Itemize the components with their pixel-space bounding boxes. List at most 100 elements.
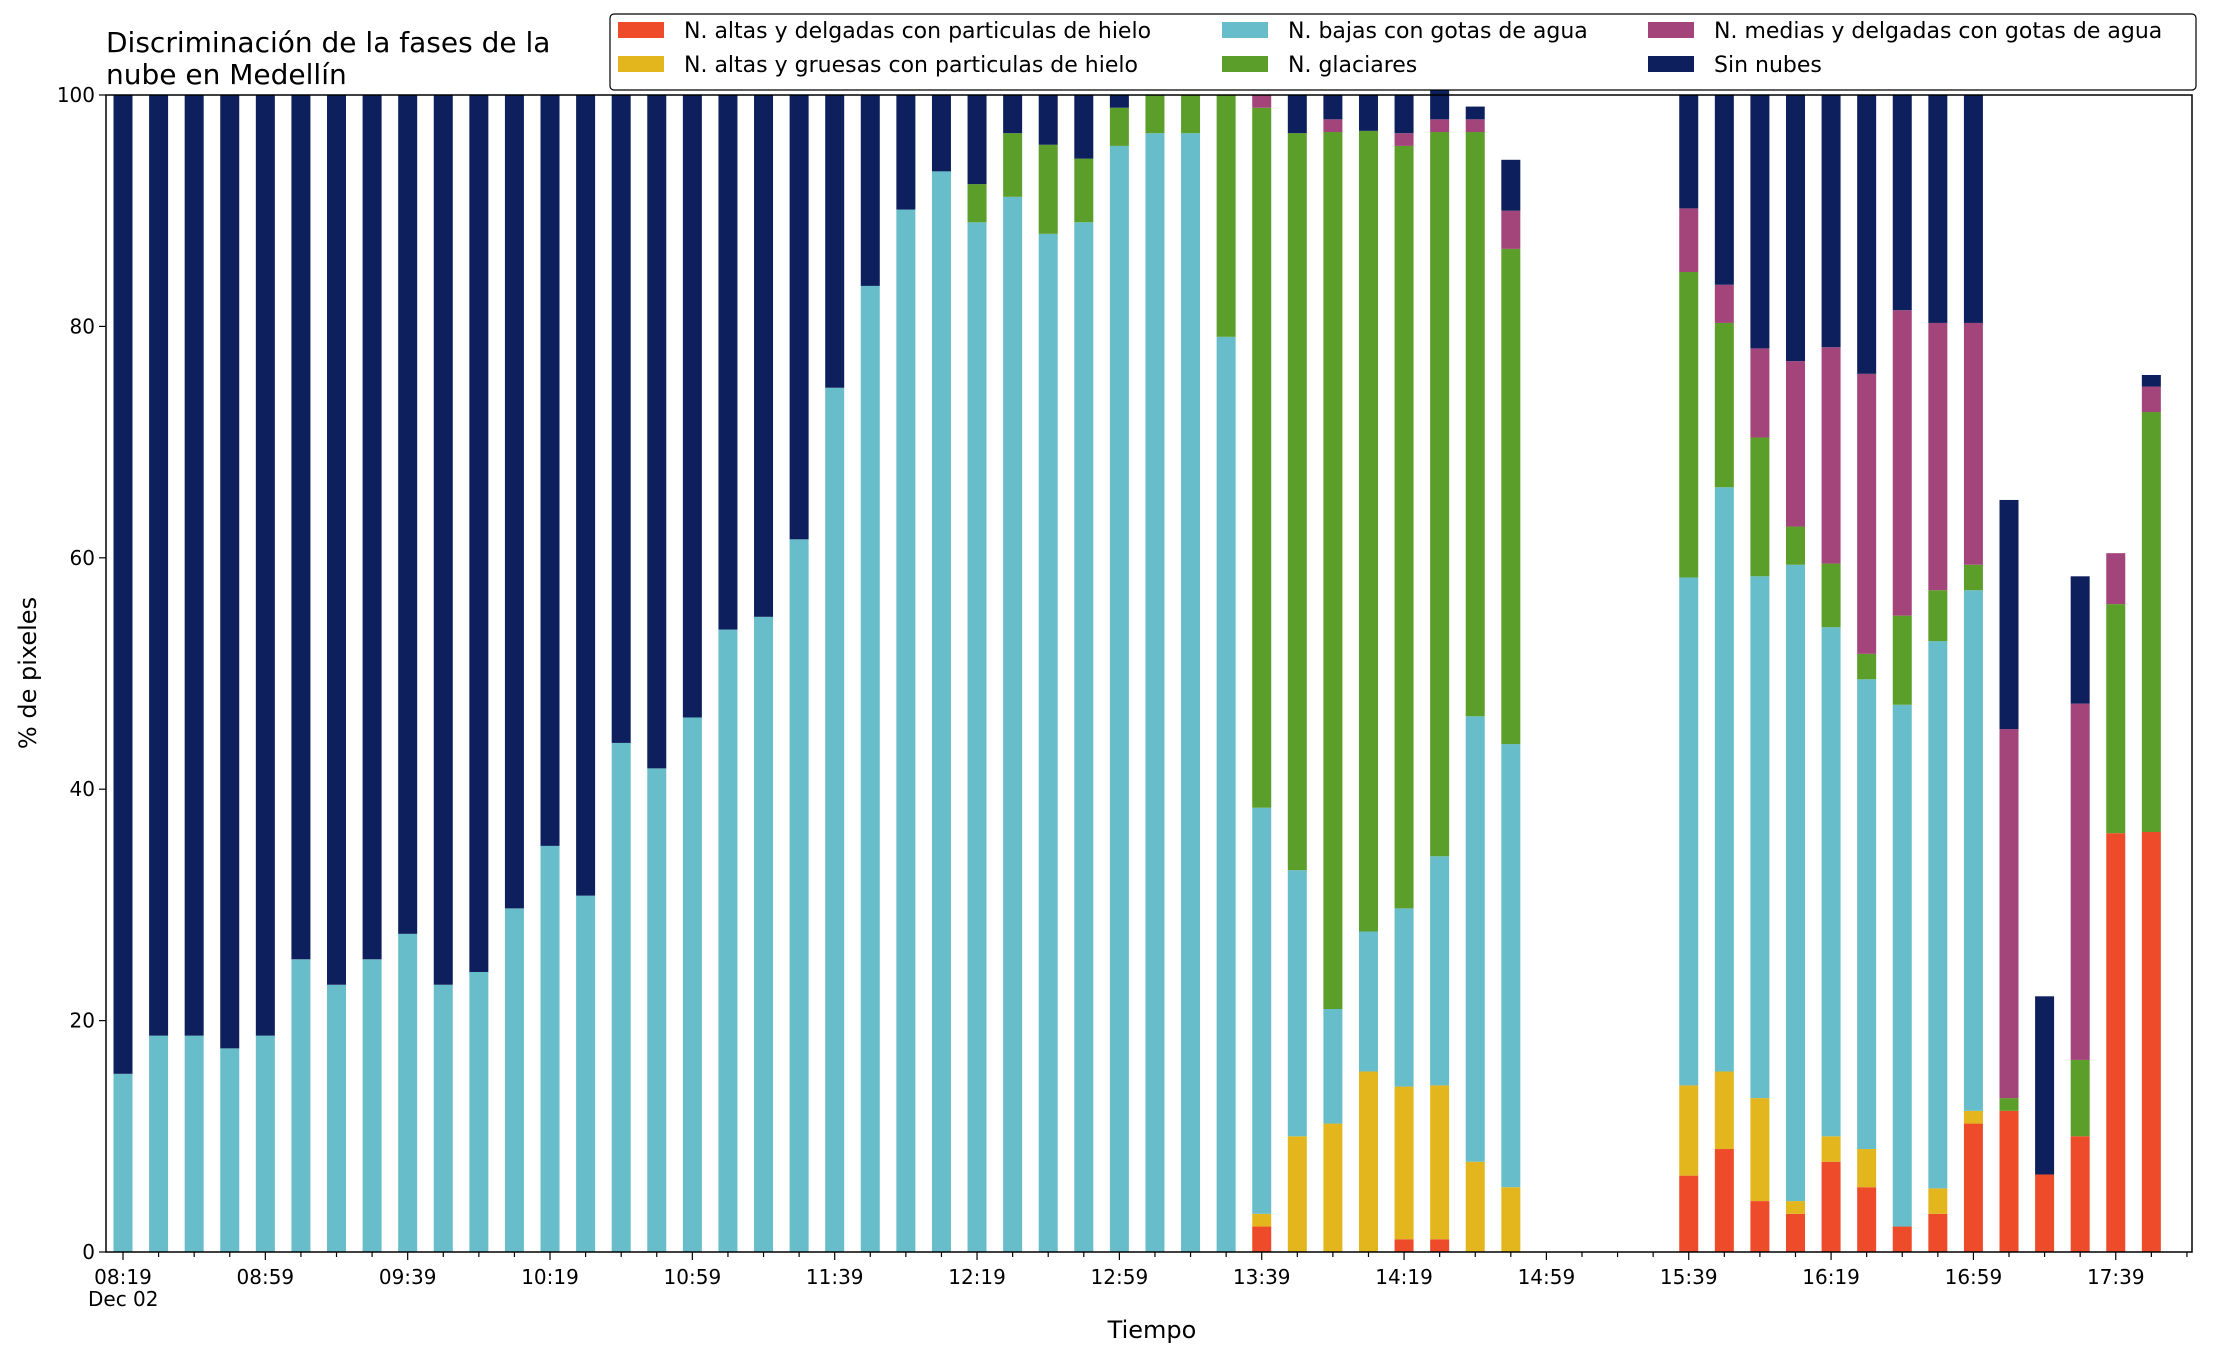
bar-segment-s5-54	[2035, 996, 2055, 1175]
bar-segment-s2-36	[1394, 908, 1414, 1087]
x-date-label: Dec 02	[88, 1287, 159, 1311]
bar-segment-s5-11	[504, 95, 524, 909]
bar-segment-s0-36	[1394, 1239, 1414, 1252]
bar-segment-s5-0	[113, 95, 133, 1074]
bar-segment-s1-35	[1358, 1071, 1378, 1252]
x-tick-label-1: 08:59	[237, 1265, 295, 1289]
y-tick-label-5: 100	[57, 83, 95, 107]
chart-title: Discriminación de la fases de la nube en…	[106, 26, 550, 91]
bar-segment-s5-36	[1394, 95, 1414, 134]
x-tick-label-13: 16:59	[1945, 1265, 2003, 1289]
y-tick-label-2: 40	[70, 777, 95, 801]
bar-segment-s0-52	[1963, 1123, 1983, 1252]
bar-segment-s4-56	[2106, 553, 2126, 605]
x-tick-label-2: 09:39	[379, 1265, 437, 1289]
legend-label-5: Sin nubes	[1714, 53, 1822, 78]
legend-label-0: N. altas y delgadas con particulas de hi…	[684, 19, 1151, 44]
bar-segment-s3-44	[1679, 272, 1699, 578]
x-tick-label-6: 12:19	[948, 1265, 1006, 1289]
bar-segment-s4-39	[1501, 210, 1521, 249]
bar-segment-s5-23	[931, 95, 951, 172]
bar-segment-s1-46	[1750, 1098, 1770, 1202]
y-axis: 0 20 40 60 80 100	[57, 83, 106, 1264]
bar-segment-s5-39	[1501, 159, 1521, 211]
bar-segment-s0-32	[1252, 1226, 1272, 1252]
bar-segment-s5-13	[576, 95, 596, 896]
legend-swatch-1	[618, 56, 664, 72]
bar-segment-s5-52	[1963, 95, 1983, 323]
bar-segment-s3-38	[1465, 132, 1485, 717]
bar-segment-s5-34	[1323, 95, 1343, 120]
bar-segment-s2-15	[647, 768, 667, 1252]
chart-title-line-1: Discriminación de la fases de la	[106, 26, 550, 59]
bar-segment-s0-45	[1714, 1149, 1734, 1252]
bar-segment-s2-24	[967, 222, 987, 1252]
bar-segment-s5-15	[647, 95, 667, 769]
bar-segment-s3-24	[967, 184, 987, 223]
bars	[113, 81, 2161, 1253]
bar-segment-s2-25	[1003, 196, 1023, 1252]
bar-segment-s2-49	[1857, 679, 1877, 1150]
x-tick-label-0: 08:19	[94, 1265, 152, 1289]
bar-segment-s4-48	[1821, 347, 1841, 564]
bar-segment-s5-38	[1465, 106, 1485, 120]
bar-segment-s4-51	[1928, 322, 1948, 591]
x-tick-label-8: 13:39	[1233, 1265, 1291, 1289]
bar-segment-s2-6	[327, 984, 347, 1252]
bar-segment-s4-32	[1252, 95, 1272, 108]
bar-segment-s1-47	[1786, 1201, 1805, 1214]
bar-segment-s5-53	[1999, 499, 2019, 730]
bar-segment-s2-5	[291, 959, 311, 1252]
bar-segment-s5-20	[825, 95, 845, 388]
bar-segment-s5-21	[860, 95, 880, 286]
bar-segment-s5-44	[1679, 95, 1699, 209]
bar-segment-s2-13	[576, 895, 596, 1252]
bar-segment-s2-20	[825, 387, 845, 1253]
bar-segment-s5-8	[398, 95, 418, 934]
bar-segment-s1-49	[1857, 1149, 1877, 1188]
bar-segment-s4-47	[1786, 361, 1805, 527]
bar-segment-s1-45	[1714, 1071, 1734, 1150]
bar-segment-s2-45	[1714, 487, 1734, 1072]
bar-segment-s4-46	[1750, 348, 1770, 438]
bar-segment-s5-5	[291, 95, 311, 960]
legend-label-3: N. glaciares	[1288, 53, 1417, 78]
legend-label-1: N. altas y gruesas con particulas de hie…	[684, 53, 1138, 78]
bar-segment-s2-3	[220, 1048, 240, 1252]
bar-segment-s2-48	[1821, 627, 1841, 1137]
bar-segment-s2-27	[1074, 222, 1094, 1252]
bar-segment-s3-47	[1786, 526, 1805, 565]
bar-segment-s5-46	[1750, 95, 1770, 349]
bar-segment-s0-51	[1928, 1213, 1948, 1252]
bar-segment-s3-46	[1750, 437, 1770, 577]
legend-swatch-5	[1648, 56, 1694, 72]
bar-segment-s0-56	[2106, 833, 2126, 1252]
bar-segment-s5-19	[789, 95, 809, 540]
bar-segment-s5-47	[1786, 95, 1805, 362]
bar-segment-s5-4	[255, 95, 275, 1036]
bar-segment-s0-49	[1857, 1187, 1877, 1252]
bar-segment-s2-47	[1786, 564, 1805, 1202]
bar-segment-s3-56	[2106, 604, 2126, 834]
x-tick-label-5: 11:39	[806, 1265, 864, 1289]
bar-segment-s4-57	[2141, 386, 2161, 413]
bar-segment-s3-37	[1430, 132, 1450, 857]
bar-segment-s0-55	[2070, 1136, 2090, 1252]
bar-segment-s0-47	[1786, 1213, 1805, 1252]
bar-segment-s2-29	[1145, 133, 1165, 1253]
bar-segment-s1-51	[1928, 1188, 1948, 1214]
bar-segment-s2-32	[1252, 807, 1272, 1214]
bar-segment-s5-55	[2070, 576, 2090, 704]
bar-segment-s4-36	[1394, 133, 1414, 146]
bar-segment-s2-51	[1928, 641, 1948, 1189]
bar-segment-s2-22	[896, 209, 916, 1252]
bar-segment-s3-33	[1287, 133, 1307, 871]
bar-segment-s2-38	[1465, 716, 1485, 1162]
x-tick-label-10: 14:59	[1518, 1265, 1576, 1289]
bar-segment-s2-10	[469, 972, 489, 1252]
bar-segment-s5-16	[682, 95, 702, 718]
x-tick-label-14: 17:39	[2087, 1265, 2145, 1289]
bar-segment-s2-18	[754, 616, 774, 1252]
bar-segment-s4-44	[1679, 208, 1699, 273]
bar-segment-s3-31	[1216, 95, 1236, 337]
